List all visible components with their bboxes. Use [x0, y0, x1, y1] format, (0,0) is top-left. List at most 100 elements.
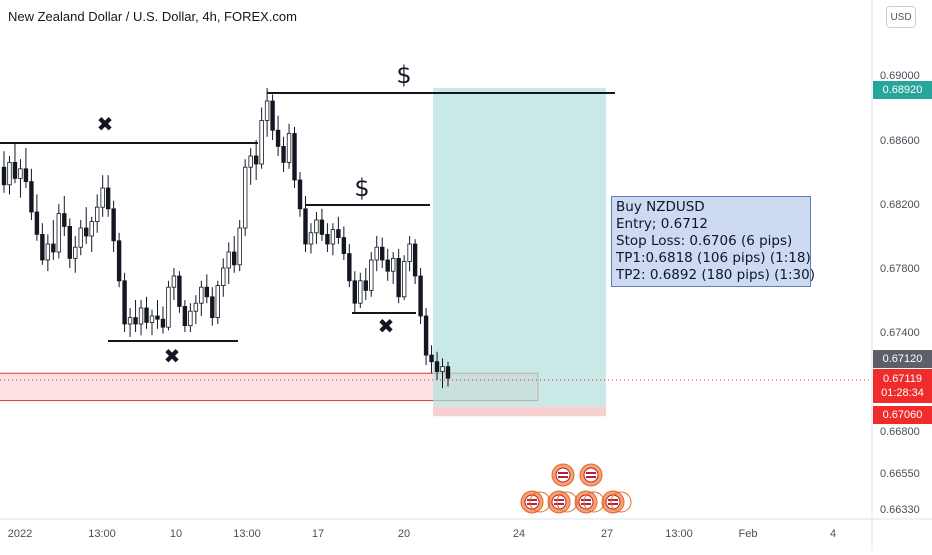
- candle-bearish: [363, 280, 368, 291]
- candle-bearish: [12, 161, 18, 179]
- candle-bearish: [210, 296, 215, 318]
- event-flag-icon: [555, 467, 571, 483]
- candle-bullish: [7, 161, 12, 186]
- candle-bullish: [401, 261, 407, 298]
- candle-bearish: [40, 233, 45, 261]
- candle-bearish: [423, 315, 429, 356]
- candle-bearish: [281, 145, 286, 163]
- x-tick-label: 27: [601, 528, 613, 540]
- info-line: Buy NZDUSD: [616, 199, 705, 215]
- y-tick-label: 0.66800: [880, 426, 920, 438]
- event-flag-icon: [578, 494, 594, 510]
- candle-bearish: [23, 168, 29, 183]
- candle-bearish: [385, 259, 390, 272]
- event-flag-icon: [583, 491, 605, 513]
- candle-bearish: [319, 219, 325, 235]
- currency-button[interactable]: USD: [886, 6, 916, 28]
- candle-bullish: [78, 227, 83, 248]
- candle-bearish: [177, 275, 182, 307]
- candle-bearish: [122, 280, 127, 325]
- candle-bearish: [160, 318, 166, 328]
- candle-bearish: [144, 307, 149, 323]
- candle-bearish: [297, 179, 303, 210]
- dollar-label: $: [396, 61, 411, 89]
- x-tick-label: 4: [830, 528, 836, 540]
- candle-bullish: [94, 206, 100, 222]
- candle-bearish: [341, 237, 347, 255]
- y-tick-label: 0.68200: [880, 199, 920, 211]
- candle-bearish: [434, 361, 440, 373]
- candle-bearish: [62, 213, 67, 227]
- candle-bullish: [226, 251, 231, 269]
- candle-bullish: [199, 286, 204, 304]
- candle-bullish: [138, 307, 144, 325]
- candle-bearish: [303, 208, 308, 245]
- loss-zone[interactable]: [433, 406, 606, 417]
- cross-label: ✖: [164, 344, 181, 368]
- event-flag-icon: [527, 499, 537, 501]
- event-flag-icon: [605, 494, 621, 510]
- candle-bearish: [418, 275, 423, 317]
- candle-bullish: [308, 232, 314, 245]
- event-flag-icon: [581, 499, 591, 501]
- y-tick-label: 0.67400: [880, 327, 920, 339]
- countdown-label: 01:28:34: [881, 387, 924, 399]
- stop-price-tag: 0.67060: [873, 406, 932, 424]
- x-tick-label: 2022: [8, 528, 32, 540]
- symbol-title: New Zealand Dollar / U.S. Dollar, 4h, FO…: [8, 9, 297, 24]
- candle-bullish: [390, 257, 396, 272]
- candle-bearish: [292, 133, 297, 181]
- candle-bearish: [325, 233, 330, 245]
- candle-bullish: [374, 246, 379, 261]
- event-flag-icon: [558, 476, 568, 478]
- candle-bearish: [270, 100, 275, 131]
- candle-bullish: [45, 243, 51, 261]
- current-price-tag: 0.67119 01:28:34: [873, 369, 932, 403]
- candle-bullish: [369, 259, 374, 291]
- candle-bullish: [193, 302, 199, 312]
- candle-bullish: [100, 187, 105, 208]
- y-tick-label: 0.68600: [880, 135, 920, 147]
- candle-bearish: [116, 240, 122, 282]
- trade-info-box[interactable]: Buy NZDUSD Entry; 0.6712 Stop Loss: 0.67…: [611, 196, 815, 287]
- candle-bearish: [380, 246, 385, 261]
- info-line: Stop Loss: 0.6706 (6 pips): [616, 233, 793, 249]
- event-flag-icon: [583, 467, 599, 483]
- candle-bearish: [29, 181, 34, 213]
- candle-bearish: [445, 366, 451, 379]
- x-tick-label: 10: [170, 528, 182, 540]
- candle-bullish: [149, 315, 155, 323]
- candle-bearish: [336, 229, 341, 239]
- candle-bullish: [440, 366, 445, 372]
- candle-bearish: [275, 129, 281, 147]
- candle-bearish: [84, 227, 89, 237]
- x-tick-label: Feb: [739, 528, 758, 540]
- candle-bullish: [237, 227, 242, 266]
- tp-price-tag: 0.68920: [873, 81, 932, 99]
- event-flag-icon: [551, 494, 567, 510]
- candle-bullish: [264, 100, 270, 121]
- candle-bearish: [204, 286, 210, 298]
- y-tick-label: 0.66330: [880, 504, 920, 516]
- candle-bullish: [73, 246, 78, 259]
- event-flag-icon: [558, 472, 568, 474]
- candle-bearish: [67, 225, 72, 259]
- event-flag-icon: [586, 476, 596, 478]
- candle-bearish: [396, 257, 401, 298]
- profit-zone[interactable]: [433, 88, 606, 407]
- candle-bearish: [111, 208, 116, 242]
- candle-bullish: [166, 286, 171, 328]
- candle-bullish: [407, 243, 412, 263]
- cross-label: ✖: [97, 112, 114, 136]
- x-tick-label: 17: [312, 528, 324, 540]
- event-flag-icon: [581, 503, 591, 505]
- candle-bearish: [412, 243, 418, 277]
- y-tick-label: 0.67800: [880, 263, 920, 275]
- candle-bullish: [215, 285, 220, 319]
- event-flag-icon: [586, 472, 596, 474]
- event-flag-icon: [527, 503, 537, 505]
- x-tick-label: 13:00: [88, 528, 116, 540]
- candle-bullish: [242, 166, 248, 229]
